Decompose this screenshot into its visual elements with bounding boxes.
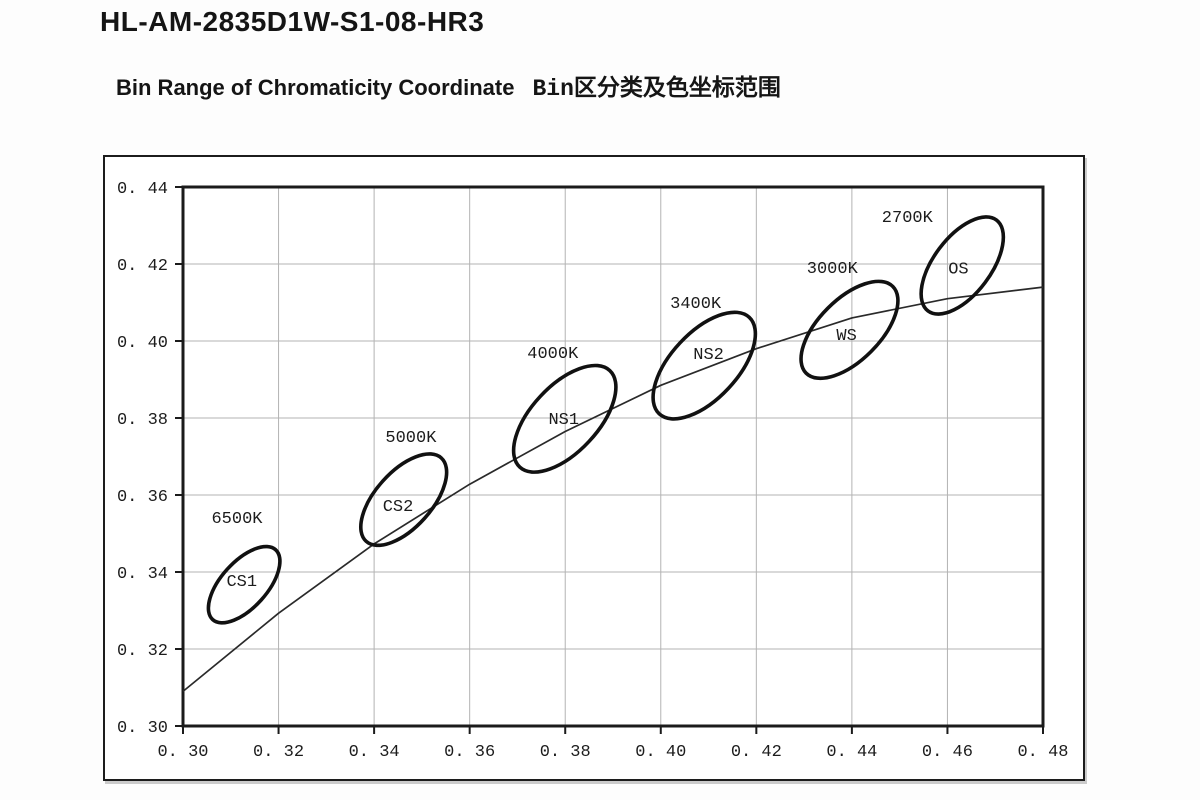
x-tick-label: 0. 30 <box>157 743 208 762</box>
y-tick-label: 0. 36 <box>117 488 168 507</box>
bin-ellipse-ns2 <box>651 310 758 421</box>
x-tick-label: 0. 32 <box>253 743 304 762</box>
x-tick-label: 0. 36 <box>444 743 495 762</box>
bin-ellipse-ws <box>799 279 900 381</box>
cct-label-3000k: 3000K <box>807 260 859 279</box>
bin-label-ns1: NS1 <box>548 411 579 430</box>
x-tick-label: 0. 44 <box>826 743 877 762</box>
cct-label-5000k: 5000K <box>385 429 437 448</box>
bin-ellipse-os <box>919 215 1006 316</box>
x-tick-label: 0. 38 <box>540 743 591 762</box>
planckian-locus-curve <box>182 286 1044 693</box>
bin-label-cs2: CS2 <box>383 498 414 517</box>
bin-label-os: OS <box>948 260 968 279</box>
x-tick-label: 0. 46 <box>922 743 973 762</box>
chart-frame: 0. 30 0. 32 0. 34 0. 36 0. 38 0. 40 0. 42 0. 44… <box>103 155 1085 781</box>
bin-label-ws: WS <box>836 327 856 346</box>
bin-ellipse-cs2 <box>358 452 449 548</box>
bin-label-ns2: NS2 <box>693 346 724 365</box>
chart-heading-zh: Bin区分类及色坐标范围 <box>532 76 781 102</box>
cct-label-4000k: 4000K <box>527 345 579 364</box>
y-tick-label: 0. 40 <box>117 334 168 353</box>
page-title: HL-AM-2835D1W-S1-08-HR3 <box>100 6 485 37</box>
y-tick-label: 0. 34 <box>117 565 168 584</box>
cct-label-3400k: 3400K <box>670 295 722 314</box>
plot-border <box>181 185 1045 728</box>
y-tick-label: 0. 42 <box>117 257 168 276</box>
y-tick-label: 0. 44 <box>117 180 168 199</box>
y-tick-label: 0. 38 <box>117 411 168 430</box>
bin-ellipse-ns1 <box>511 363 618 474</box>
x-tick-label: 0. 40 <box>635 743 686 762</box>
x-tick-label: 0. 42 <box>731 743 782 762</box>
chromaticity-chart: 0. 30 0. 32 0. 34 0. 36 0. 38 0. 40 0. 42 0. 44… <box>117 180 1069 762</box>
x-tick-label: 0. 48 <box>1017 743 1068 762</box>
bin-label-cs1: CS1 <box>226 573 257 592</box>
x-tick-label: 0. 34 <box>349 743 400 762</box>
cct-label-6500k: 6500K <box>211 510 263 529</box>
bin-ellipse-cs1 <box>206 544 282 625</box>
chart-heading: Bin Range of Chromaticity Coordinate Bin区… <box>116 68 781 102</box>
y-tick-label: 0. 30 <box>117 719 168 738</box>
y-tick-label: 0. 32 <box>117 642 168 661</box>
cct-label-2700k: 2700K <box>882 209 934 228</box>
chart-heading-en: Bin Range of Chromaticity Coordinate <box>116 75 515 100</box>
